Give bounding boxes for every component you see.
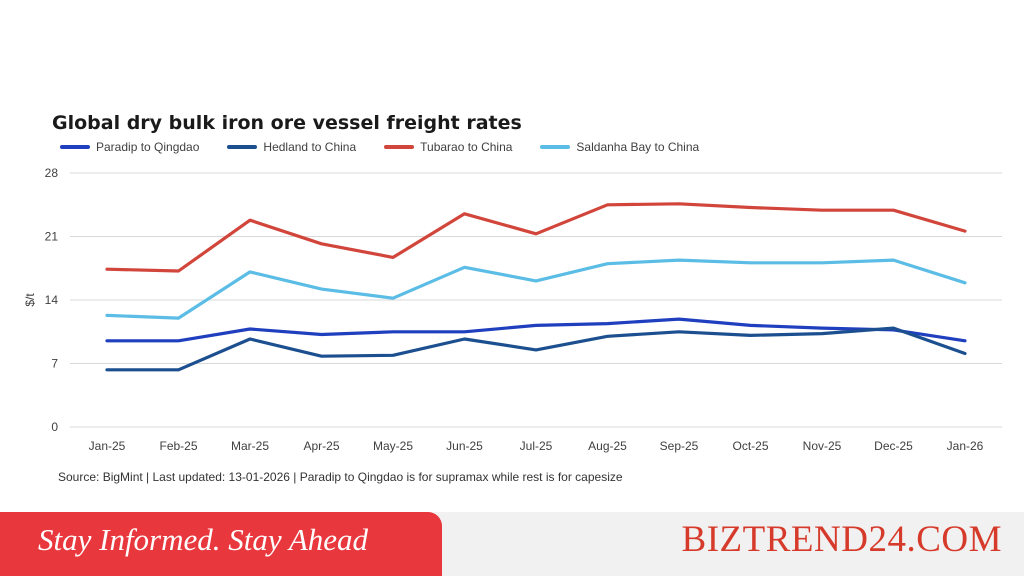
- y-tick-label: 21: [45, 230, 59, 244]
- x-tick-label: Jan-26: [947, 439, 984, 453]
- legend-label: Tubarao to China: [420, 140, 513, 154]
- series-line: [105, 326, 967, 372]
- y-tick-label: 7: [51, 357, 58, 371]
- chart-legend: Paradip to Qingdao Hedland to China Tubara…: [60, 139, 727, 155]
- x-tick-label: Apr-25: [303, 439, 339, 453]
- legend-item: Saldanha Bay to China: [540, 140, 699, 154]
- x-tick-label: May-25: [373, 439, 413, 453]
- legend-swatch: [227, 145, 258, 149]
- series-line: [105, 317, 967, 343]
- tagline-text: Stay Informed. Stay Ahead: [38, 522, 369, 557]
- legend-item: Paradip to Qingdao: [60, 140, 199, 154]
- series-line: [105, 202, 967, 273]
- x-tick-label: Jan-25: [89, 439, 126, 453]
- x-tick-label: Aug-25: [588, 439, 627, 453]
- x-tick-label: Mar-25: [231, 439, 269, 453]
- chart-title: Global dry bulk iron ore vessel freight …: [52, 112, 522, 134]
- x-tick-label: Jul-25: [520, 439, 553, 453]
- x-tick-label: Jun-25: [446, 439, 483, 453]
- legend-swatch: [60, 145, 90, 149]
- series-line: [105, 258, 967, 320]
- legend-swatch: [540, 145, 571, 149]
- y-tick-label: 0: [51, 420, 58, 434]
- source-note: Source: BigMint | Last updated: 13-01-20…: [58, 470, 623, 484]
- y-axis-label: $/t: [23, 293, 37, 307]
- legend-label: Hedland to China: [263, 140, 357, 154]
- x-tick-label: Dec-25: [874, 439, 913, 453]
- x-tick-label: Nov-25: [803, 439, 842, 453]
- legend-swatch: [384, 145, 415, 149]
- line-chart: 0 7 14 21 28 $/t Jan-25 Feb-25 Mar-25 Apr-25 May-2…: [23, 166, 1002, 453]
- y-tick-label: 14: [45, 293, 59, 307]
- legend-item: Hedland to China: [227, 140, 356, 154]
- tagline-banner: [0, 512, 442, 576]
- legend-item: Tubarao to China: [384, 140, 512, 154]
- legend-label: Paradip to Qingdao: [96, 140, 200, 154]
- brand-logo[interactable]: BIZTREND24.COM: [681, 519, 1002, 560]
- x-tick-label: Sep-25: [660, 439, 699, 453]
- x-tick-label: Oct-25: [732, 439, 768, 453]
- y-tick-label: 28: [45, 166, 59, 180]
- x-tick-label: Feb-25: [159, 439, 197, 453]
- legend-label: Saldanha Bay to China: [576, 140, 700, 154]
